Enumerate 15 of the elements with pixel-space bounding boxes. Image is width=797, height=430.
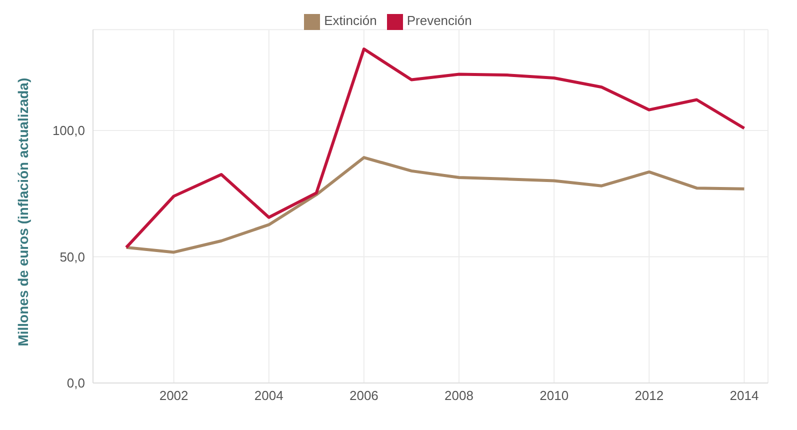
x-tick-label: 2002 xyxy=(159,388,188,404)
x-tick-label: 2010 xyxy=(540,388,569,404)
line-series xyxy=(124,48,746,249)
legend-label: Extinción xyxy=(324,13,377,28)
x-tick-label: 2012 xyxy=(634,388,664,404)
y-tick-label: 50,0 xyxy=(60,249,85,264)
y-tick-label: 100,0 xyxy=(52,123,85,138)
y-tick-label: 0,0 xyxy=(66,376,85,391)
y-axis-title: Millones de euros (inflación actualizada) xyxy=(14,78,31,346)
x-tick-label: 2004 xyxy=(254,388,284,404)
x-tick-label: 2014 xyxy=(730,388,759,404)
x-tick-label: 2008 xyxy=(444,388,474,404)
legend-label: Prevención xyxy=(406,13,472,28)
line-series xyxy=(124,156,746,254)
x-tick-label: 2006 xyxy=(349,388,378,404)
